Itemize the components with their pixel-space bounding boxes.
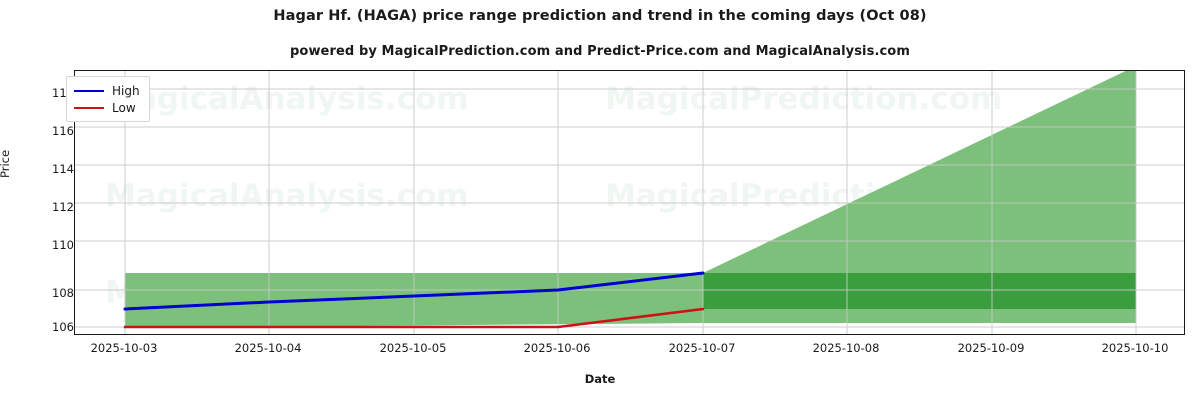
chart-subtitle: powered by MagicalPrediction.com and Pre… [290,44,910,59]
x-axis-ticks: 2025-10-03 2025-10-04 2025-10-05 2025-10… [0,341,1200,361]
x-tick-5: 2025-10-08 [812,341,880,355]
x-tick-2: 2025-10-05 [379,341,447,355]
y-tick-110: 110 [52,238,74,252]
x-tick-0: 2025-10-03 [90,341,158,355]
legend-swatch-low-icon [74,106,104,109]
series-line-high [123,271,705,311]
inner-range-band [703,273,1136,309]
y-tick-116: 116 [52,124,74,138]
svg-text:MagicalAnalysis.com: MagicalAnalysis.com [105,178,469,214]
legend-swatch-high-icon [74,89,104,92]
legend-item-high[interactable]: High [74,82,140,99]
x-tick-1: 2025-10-04 [234,341,302,355]
y-axis-ticks: 118 116 114 112 110 108 106 [14,0,74,400]
legend-label-low: Low [112,100,136,115]
y-tick-106: 106 [52,320,74,334]
chart-svg: MagicalAnalysis.com MagicalPrediction.co… [75,71,1184,334]
y-tick-114: 114 [52,162,74,176]
series-line-low [123,307,705,329]
x-axis-label: Date [584,372,616,386]
svg-text:MagicalAnalysis.com: MagicalAnalysis.com [105,81,469,117]
y-tick-112: 112 [52,200,74,214]
chart-legend[interactable]: High Low [66,76,150,122]
x-tick-3: 2025-10-06 [523,341,591,355]
outer-range-band [125,71,1136,328]
chart-title: Hagar Hf. (HAGA) price range prediction … [273,8,927,24]
svg-text:MagicalPrediction.com: MagicalPrediction.com [605,81,1002,117]
y-axis-label: Price [0,149,12,178]
plot-canvas: MagicalAnalysis.com MagicalPrediction.co… [75,71,1184,334]
y-tick-108: 108 [52,286,74,300]
x-tick-4: 2025-10-07 [668,341,736,355]
legend-label-high: High [112,83,140,98]
y-tick-118: 118 [52,86,74,100]
plot-area: MagicalAnalysis.com MagicalPrediction.co… [74,70,1185,335]
x-tick-6: 2025-10-09 [957,341,1025,355]
legend-item-low[interactable]: Low [74,99,140,116]
x-tick-7: 2025-10-10 [1101,341,1169,355]
